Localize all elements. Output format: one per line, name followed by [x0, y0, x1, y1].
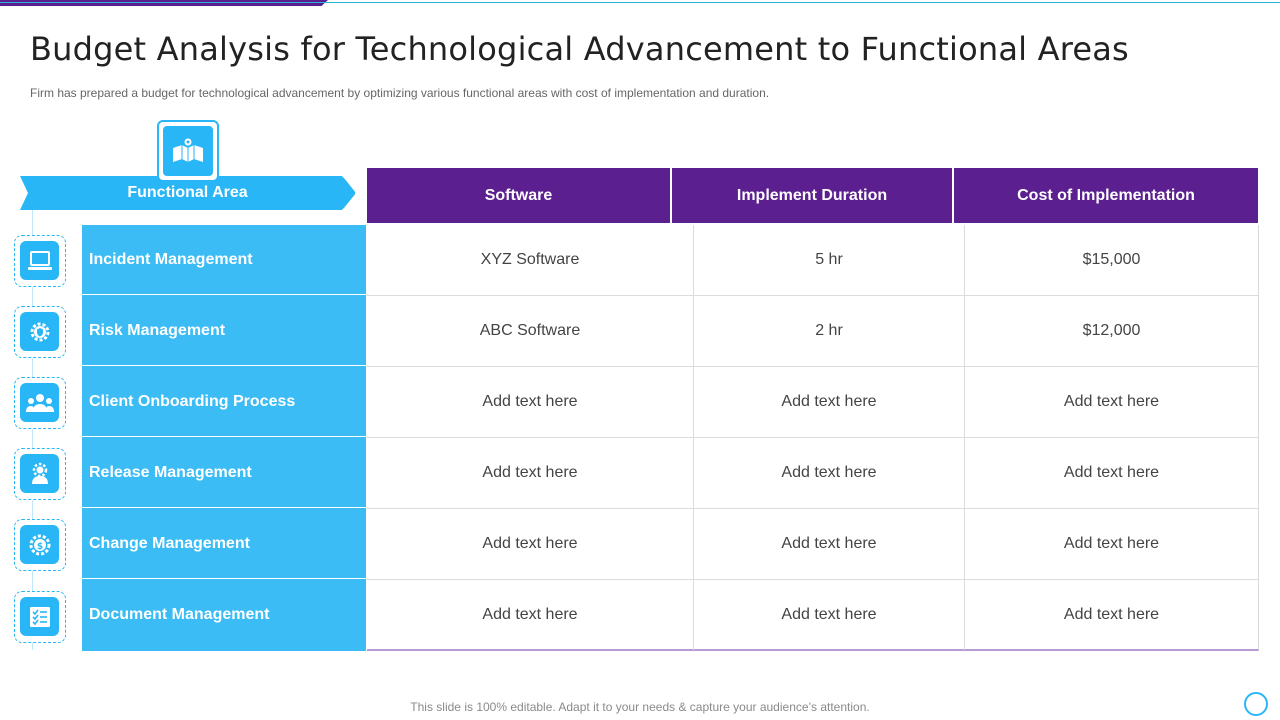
- row-icon-risk: [14, 306, 66, 358]
- functional-area-onboarding: Client Onboarding Process: [82, 367, 366, 437]
- functional-area-incident: Incident Management: [82, 225, 366, 295]
- icon-connector-line: [32, 210, 33, 650]
- table-row: Add text here Add text here Add text her…: [367, 580, 1259, 651]
- row-icon-incident: [14, 235, 66, 287]
- gear-shield-icon: [30, 322, 49, 341]
- cell-cost: $12,000: [1082, 322, 1141, 339]
- functional-area-document: Document Management: [89, 606, 270, 623]
- user-gear-icon: [31, 462, 48, 484]
- footer-note: This slide is 100% editable. Adapt it to…: [410, 700, 870, 714]
- table-row: XYZ Software 5 hr $15,000: [367, 225, 1259, 296]
- page-title: Budget Analysis for Technological Advanc…: [30, 30, 1129, 68]
- functional-area-change: Change Management: [82, 509, 366, 579]
- column-header-software: Software: [367, 168, 670, 223]
- cell-duration: Add text here: [694, 438, 965, 508]
- team-icon: [25, 393, 54, 412]
- cell-duration: 5 hr: [694, 225, 965, 295]
- budget-table: XYZ Software 5 hr $15,000 ABC Software 2…: [367, 225, 1259, 651]
- table-row: Add text here Add text here Add text her…: [367, 509, 1259, 580]
- table-row: Add text here Add text here Add text her…: [367, 367, 1259, 438]
- cell-duration: Add text here: [694, 580, 965, 650]
- column-header-duration: Implement Duration: [672, 168, 952, 223]
- table-row: Add text here Add text here Add text her…: [367, 438, 1259, 509]
- row-icon-release: [14, 448, 66, 500]
- cell-cost: $15,000: [1082, 251, 1141, 268]
- functional-area-risk: Risk Management: [82, 296, 366, 366]
- cell-software: Add text here: [367, 367, 694, 437]
- cell-software: Add text here: [367, 438, 694, 508]
- functional-area-release: Release Management: [82, 438, 366, 508]
- top-accent-line: [0, 2, 1280, 3]
- cell-cost: Add text here: [1063, 535, 1160, 552]
- cell-duration: Add text here: [694, 509, 965, 579]
- functional-area-arrow: [20, 176, 355, 210]
- map-icon-box: [157, 120, 219, 182]
- laptop-icon: [27, 250, 52, 270]
- cell-cost: Add text here: [1063, 464, 1160, 481]
- cell-software: XYZ Software: [367, 225, 694, 295]
- functional-area-column: [82, 225, 366, 651]
- functional-area-header: Functional Area: [127, 184, 248, 201]
- row-icon-change: $: [14, 519, 66, 571]
- checklist-icon: [29, 606, 50, 627]
- svg-text:$: $: [36, 542, 42, 552]
- cell-cost: Add text here: [1063, 393, 1160, 410]
- cell-duration: 2 hr: [694, 296, 965, 366]
- cell-software: Add text here: [367, 580, 694, 650]
- row-icon-document: [14, 591, 66, 643]
- table-row: ABC Software 2 hr $12,000: [367, 296, 1259, 367]
- gear-dollar-icon: $: [29, 534, 50, 555]
- cell-cost: Add text here: [1063, 606, 1160, 623]
- corner-circle-icon: [1244, 692, 1268, 716]
- cell-software: ABC Software: [367, 296, 694, 366]
- row-icon-onboarding: [14, 377, 66, 429]
- page-subtitle: Firm has prepared a budget for technolog…: [30, 86, 770, 100]
- map-icon: [173, 137, 203, 162]
- cell-software: Add text here: [367, 509, 694, 579]
- top-accent-bar: [0, 0, 328, 6]
- cell-duration: Add text here: [694, 367, 965, 437]
- column-header-cost: Cost of Implementation: [954, 168, 1258, 223]
